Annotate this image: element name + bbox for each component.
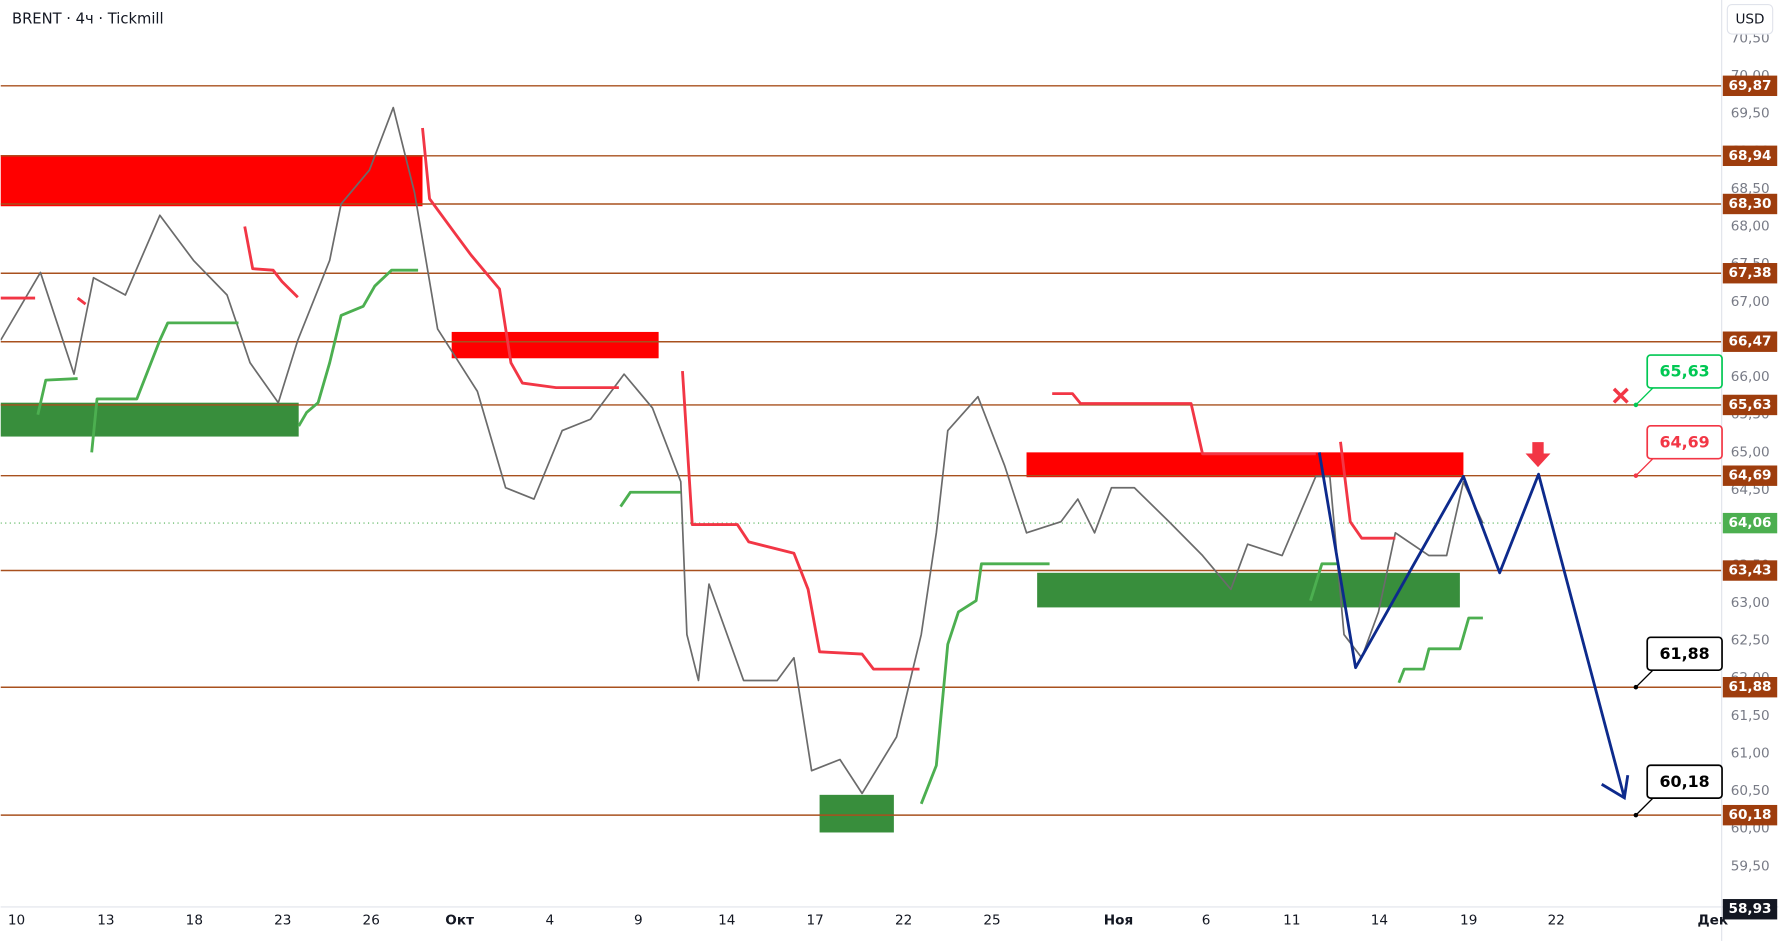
level-box	[1722, 394, 1778, 416]
zone	[451, 331, 659, 359]
x-tick-label: 9	[634, 913, 643, 929]
level-label: 69,87	[1729, 78, 1772, 94]
y-tick-label: 68,00	[1731, 219, 1770, 235]
series-line	[0, 127, 1396, 671]
zone	[819, 794, 894, 833]
callout-box	[1646, 636, 1723, 672]
x-tick-label: 10	[8, 913, 25, 929]
current-price-box	[1722, 512, 1778, 534]
x-tick-label: Окт	[445, 913, 474, 929]
level-label: 64,69	[1729, 468, 1772, 484]
callout-label: 61,88	[1660, 644, 1710, 663]
y-tick-label: 64,50	[1731, 482, 1770, 498]
callout-point	[1633, 684, 1639, 690]
y-tick-label: 66,00	[1731, 369, 1770, 385]
y-tick-label: 68,50	[1731, 181, 1770, 197]
callout-label: 65,63	[1660, 362, 1710, 381]
callout-pointer	[1635, 796, 1655, 816]
axis-low-box	[1722, 899, 1778, 920]
currency-label[interactable]: USD	[1735, 11, 1764, 27]
level-box	[1722, 560, 1778, 581]
x-tick-label: 11	[1283, 913, 1300, 929]
callout-box	[1646, 424, 1723, 460]
level-label: 60,18	[1729, 807, 1772, 823]
level-label: 67,38	[1729, 265, 1772, 281]
callout-point	[1633, 812, 1639, 818]
series-line	[36, 268, 1483, 805]
chart-title: BRENT · 4ч · Tickmill	[12, 10, 164, 27]
y-tick-label: 62,50	[1731, 633, 1770, 649]
plot-area	[0, 85, 1722, 833]
x-tick-label: 14	[1371, 913, 1388, 929]
current-price-label: 64,06	[1729, 515, 1772, 531]
zone	[0, 402, 299, 437]
callout-pointer	[1635, 457, 1655, 477]
level-label: 65,63	[1729, 397, 1772, 413]
series-line	[0, 106, 1484, 795]
callout-label: 60,18	[1660, 772, 1710, 791]
level-box	[1722, 676, 1778, 698]
x-tick-label: Ноя	[1104, 913, 1133, 929]
currency-button[interactable]	[1726, 3, 1774, 35]
x-tick-label: 25	[983, 913, 1000, 929]
zone	[0, 155, 423, 207]
callout-box	[1646, 764, 1723, 800]
x-tick-label: 22	[1548, 913, 1565, 929]
x-tick-label: 17	[807, 913, 824, 929]
x-tick-label: 26	[363, 913, 380, 929]
arrowhead	[1600, 774, 1630, 801]
zone	[1037, 572, 1460, 608]
callout-pointer	[1635, 386, 1655, 406]
x-tick-label: 19	[1460, 913, 1477, 929]
level-label: 63,43	[1729, 563, 1772, 579]
y-tick-label: 65,00	[1731, 444, 1770, 460]
y-tick-label: 63,00	[1731, 595, 1770, 611]
callout-box	[1646, 354, 1723, 389]
down-arrow-icon	[1525, 442, 1551, 468]
level-label: 68,94	[1729, 148, 1772, 164]
level-label: 68,30	[1729, 196, 1772, 212]
callout-pointer	[1635, 668, 1655, 688]
level-box	[1722, 804, 1778, 826]
x-tick-label: 4	[546, 913, 555, 929]
x-tick-label: Дек	[1698, 913, 1729, 929]
y-tick-label: 61,50	[1731, 708, 1770, 724]
y-tick-label: 61,00	[1731, 745, 1770, 761]
level-box	[1722, 145, 1778, 167]
overlay: BRENT · 4ч · Tickmill USD 65,63 64,69 61,8…	[12, 3, 1778, 920]
x-tick-label: 18	[186, 913, 203, 929]
level-box	[1722, 263, 1778, 284]
level-box	[1722, 331, 1778, 352]
x-tick-label: 6	[1202, 913, 1211, 929]
level-box	[1722, 193, 1778, 215]
level-box	[1722, 75, 1778, 97]
level-box	[1722, 465, 1778, 486]
x-tick-label: 14	[718, 913, 735, 929]
y-tick-label: 69,50	[1731, 106, 1770, 122]
callout-point	[1633, 473, 1639, 478]
zone	[1026, 452, 1464, 478]
series-line	[1317, 452, 1626, 799]
y-tick-label: 59,50	[1731, 858, 1770, 874]
level-label: 61,88	[1729, 679, 1772, 695]
x-tick-label: 23	[274, 913, 291, 929]
y-tick-label: 67,00	[1731, 294, 1770, 310]
callout-label: 64,69	[1660, 432, 1710, 451]
axis-low-label: 58,93	[1729, 901, 1772, 917]
callout-point	[1633, 402, 1639, 408]
x-tick-label: 22	[895, 913, 912, 929]
y-tick-label: 60,50	[1731, 783, 1770, 799]
x-tick-label: 13	[97, 913, 114, 929]
cross-icon	[1612, 387, 1629, 404]
level-label: 66,47	[1729, 334, 1772, 350]
